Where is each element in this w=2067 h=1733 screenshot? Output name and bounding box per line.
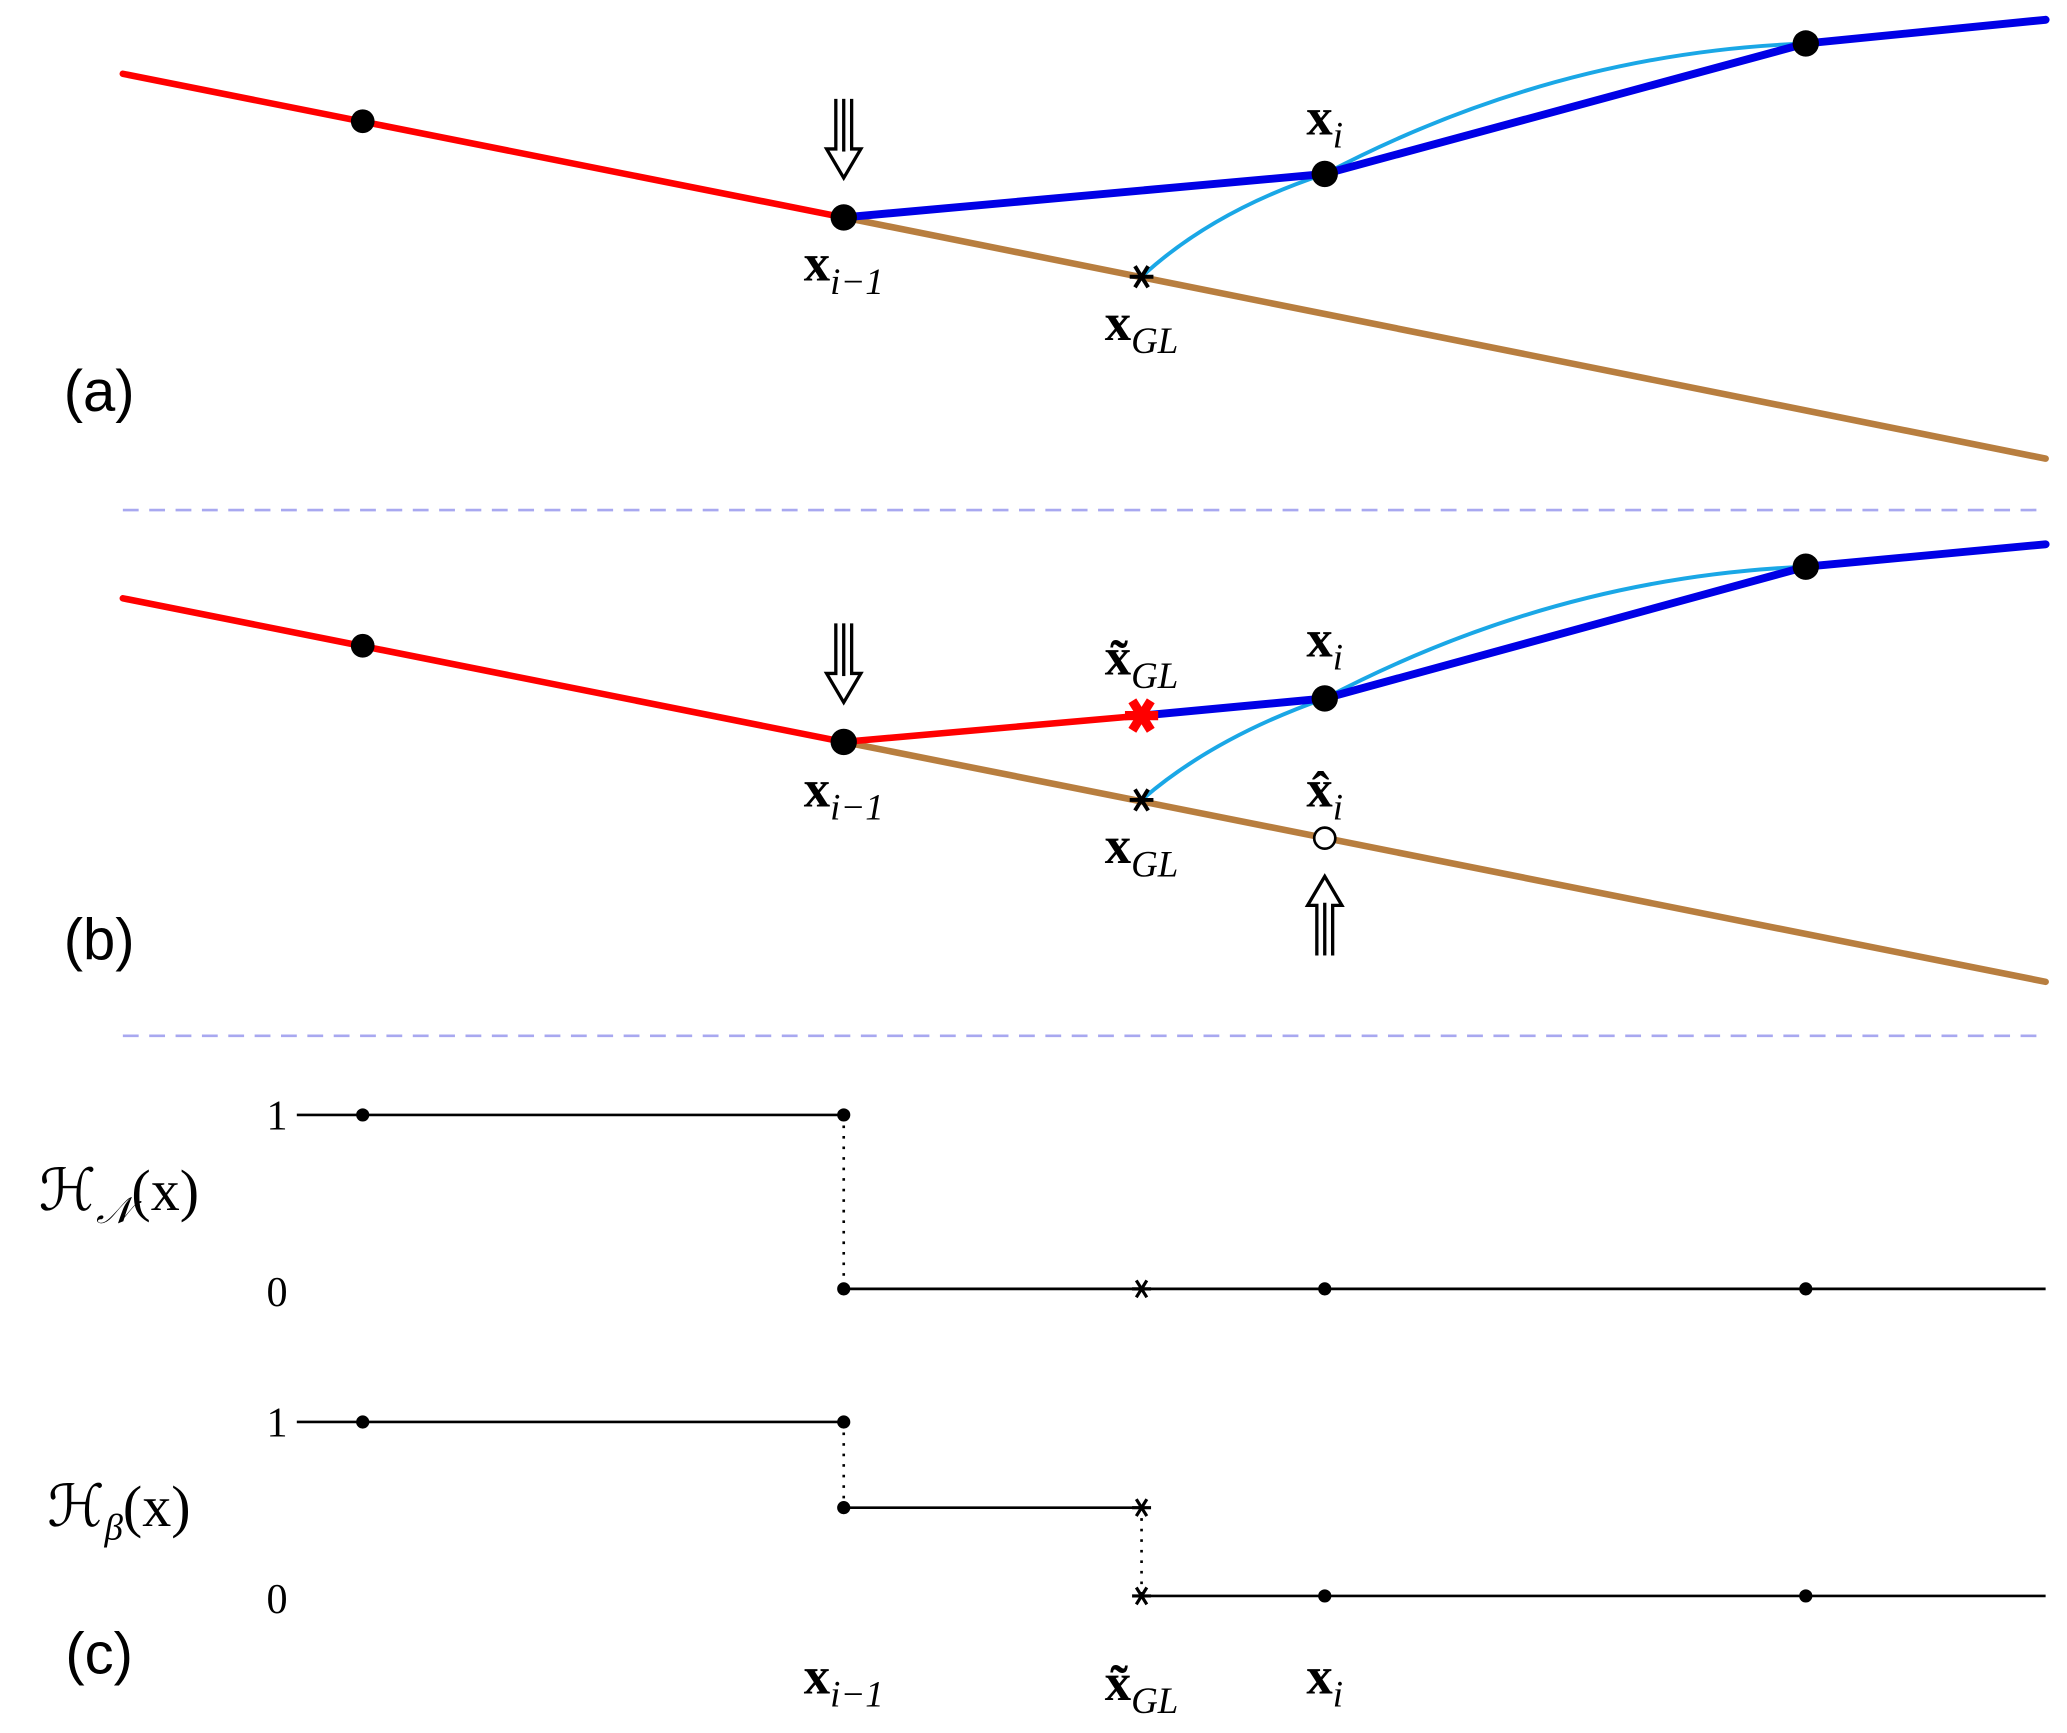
- step-nodes: [356, 1108, 1813, 1603]
- label-x-hat-i: x̂i: [1306, 761, 1343, 828]
- math-arg: (x): [131, 1158, 199, 1223]
- red-path: [119, 70, 848, 221]
- node: [837, 1108, 851, 1122]
- axis-label: xi: [1306, 1647, 1343, 1714]
- node: [1311, 685, 1338, 712]
- node: [356, 1415, 370, 1429]
- nodes-b: [350, 553, 1819, 756]
- panel-b: [119, 540, 2050, 986]
- blue-path: [839, 15, 2050, 222]
- label-x-i: xi: [1306, 88, 1343, 155]
- node: [1792, 30, 1819, 57]
- node: [1799, 1589, 1813, 1603]
- tick-label: 0: [267, 1269, 288, 1316]
- node: [830, 728, 857, 756]
- math-sub: GL: [1131, 843, 1178, 884]
- node: [837, 1415, 851, 1429]
- asterisk: [1130, 1497, 1153, 1518]
- math-arg: (x): [123, 1474, 191, 1539]
- red-asterisk: [1125, 701, 1158, 731]
- label-h-beta: ℋβ(x): [47, 1474, 190, 1547]
- arrow: [824, 97, 863, 180]
- node: [1792, 553, 1819, 580]
- brown-line: [840, 214, 2049, 462]
- node: [837, 1282, 851, 1296]
- node: [837, 1501, 851, 1515]
- math-base: x: [1105, 294, 1132, 352]
- node: [356, 1108, 370, 1122]
- math-sub: GL: [1131, 1680, 1178, 1721]
- math-sub: i: [1333, 1674, 1343, 1715]
- label-x-gl: xGL: [1105, 294, 1179, 361]
- step-asterisks: [1130, 1278, 1153, 1606]
- red-path: [119, 595, 1145, 746]
- math-sub: i−1: [830, 1674, 884, 1715]
- panel-label: (a): [64, 360, 135, 424]
- node: [1799, 1282, 1813, 1296]
- math-sub: β: [104, 1506, 124, 1547]
- node: [350, 633, 375, 658]
- math-sub: i−1: [830, 261, 884, 302]
- blue-path: [1137, 540, 2050, 720]
- node: [1318, 1589, 1332, 1603]
- step-functions: [296, 1113, 2046, 1598]
- math-base: x: [1306, 1647, 1333, 1705]
- tick-label: 1: [267, 1399, 288, 1446]
- label-x-gl: xGL: [1105, 817, 1179, 884]
- node: [830, 204, 857, 231]
- math-base: x̂: [1306, 761, 1333, 819]
- node: [1318, 1282, 1332, 1296]
- arrow: [1305, 874, 1344, 958]
- math-sub: GL: [1131, 320, 1178, 361]
- math-base: x: [1306, 610, 1333, 668]
- math-base: x̃: [1105, 1654, 1132, 1712]
- axis-label: xi−1: [804, 1647, 884, 1714]
- tick-label: 1: [267, 1092, 288, 1139]
- label-x-gl-tilde: x̃GL: [1105, 629, 1179, 696]
- math-sub: GL: [1131, 655, 1178, 696]
- brown-line: [840, 738, 2049, 986]
- panel-label: (b): [64, 908, 135, 972]
- node: [1311, 160, 1338, 188]
- curve: [1139, 564, 1808, 802]
- math-base: x̃: [1105, 629, 1132, 687]
- math-base: ℋ: [39, 1158, 96, 1223]
- asterisk: [1130, 1585, 1153, 1606]
- label-x-prev: xi−1: [804, 235, 884, 302]
- arrow: [824, 621, 863, 705]
- math-sub: i: [1333, 636, 1343, 677]
- math-base: x: [804, 761, 831, 819]
- hollow-node: [1312, 826, 1337, 851]
- math-sub: i: [1333, 115, 1343, 156]
- math-base: x: [1306, 88, 1333, 146]
- node: [350, 109, 375, 134]
- label-x-prev: xi−1: [804, 761, 884, 828]
- math-base: x: [804, 1647, 831, 1705]
- math-base: x: [804, 235, 831, 293]
- panel-label: (c): [65, 1623, 133, 1687]
- axis-label: x̃GL: [1105, 1654, 1179, 1721]
- math-base: x: [1105, 817, 1132, 875]
- label-x-i: xi: [1306, 610, 1343, 677]
- panel-a: [119, 15, 2050, 462]
- asterisk: [1130, 1278, 1153, 1299]
- tick-label: 0: [267, 1576, 288, 1623]
- math-sub: i: [1333, 787, 1343, 828]
- curve: [1139, 41, 1808, 279]
- math-base: ℋ: [47, 1474, 104, 1539]
- math-sub: i−1: [830, 787, 884, 828]
- nodes-a: [350, 30, 1819, 231]
- label-h-n: ℋ𝒩(x): [39, 1158, 199, 1231]
